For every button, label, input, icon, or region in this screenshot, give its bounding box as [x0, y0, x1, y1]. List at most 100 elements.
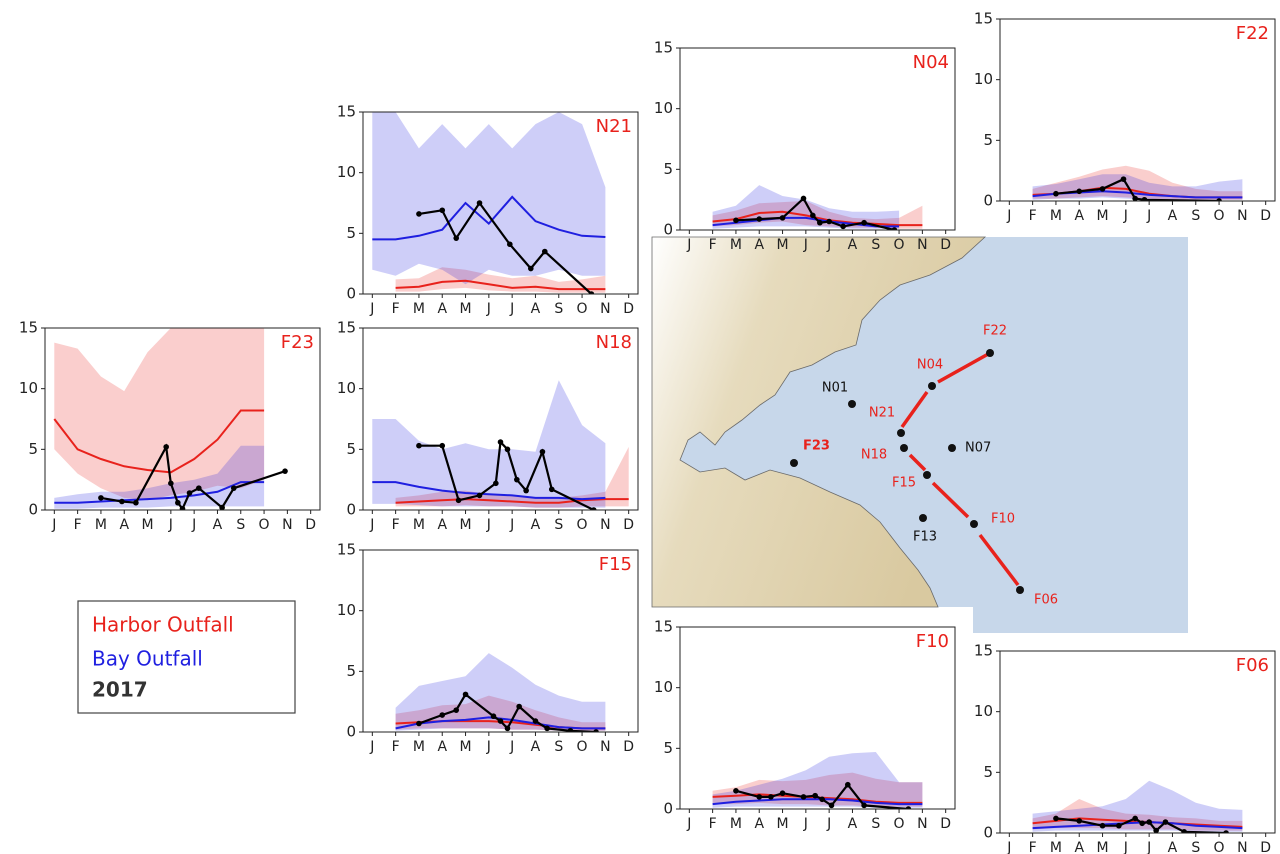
y-tick-label: 0 [346, 723, 356, 741]
y-tick-label: 0 [983, 824, 993, 842]
data-point [219, 504, 225, 510]
data-point [1139, 820, 1145, 827]
x-tick-label: F [392, 517, 400, 533]
data-point [1099, 822, 1106, 829]
data-point [544, 725, 550, 732]
x-tick-label: O [894, 237, 905, 253]
x-tick-label: M [730, 816, 742, 832]
y-tick-label: 0 [663, 221, 673, 239]
y-tick-label: 10 [974, 70, 993, 88]
x-tick-label: M [413, 301, 425, 317]
x-tick-label: O [894, 816, 905, 832]
legend-entry: Harbor Outfall [92, 613, 234, 637]
station-dot [848, 400, 856, 408]
y-tick-label: 10 [337, 163, 356, 181]
x-tick-label: M [459, 739, 471, 755]
data-point [133, 499, 139, 506]
data-point [175, 499, 181, 506]
station-label: F10 [991, 512, 1015, 527]
series-line [418, 439, 595, 510]
data-point [1099, 186, 1106, 192]
data-point [1223, 830, 1229, 833]
station-label: F13 [913, 530, 937, 545]
data-point [416, 211, 422, 217]
data-point [548, 486, 555, 493]
data-point [462, 691, 469, 698]
series-line [712, 210, 923, 227]
x-tick-label: A [1074, 208, 1084, 224]
x-tick-label: N [1237, 840, 1247, 854]
outfall-line [900, 351, 1020, 587]
band [712, 200, 923, 229]
series-line [712, 798, 923, 806]
data-point [828, 802, 835, 809]
y-tick-label: 10 [337, 601, 356, 619]
data-point [439, 442, 446, 449]
band [54, 328, 265, 501]
x-tick-label: J [1123, 208, 1128, 224]
y-tick-label: 5 [983, 763, 993, 781]
plot-content [372, 380, 629, 510]
plot-content [1032, 780, 1243, 833]
x-tick-label: J [51, 517, 56, 533]
data-point [1146, 819, 1152, 825]
station-dot [928, 382, 936, 390]
series-line [372, 481, 606, 501]
x-tick-label: A [1168, 840, 1178, 854]
data-point [800, 794, 807, 800]
y-tick-label: 0 [346, 501, 356, 519]
x-tick-label: F [392, 301, 400, 317]
series-line [395, 498, 629, 504]
data-point [1141, 196, 1148, 201]
data-point [1120, 176, 1127, 182]
plot-area [1000, 651, 1275, 833]
data-point [1053, 190, 1059, 197]
y-tick-label: 10 [654, 99, 673, 117]
x-tick-label: N [600, 301, 610, 317]
land [651, 236, 987, 608]
data-point [439, 207, 446, 214]
chart-title: F15 [599, 554, 632, 575]
plot-content [395, 653, 606, 732]
x-tick-label: A [437, 517, 447, 533]
outfall-segment [900, 390, 929, 429]
x-tick-label: J [686, 816, 691, 832]
x-tick-label: N [1237, 208, 1247, 224]
data-point [282, 468, 288, 474]
x-tick-label: A [1074, 840, 1084, 854]
y-tick-label: 5 [663, 739, 673, 757]
data-point [905, 806, 912, 809]
x-tick-label: D [623, 739, 634, 755]
data-point [490, 713, 497, 720]
x-tick-label: M [95, 517, 107, 533]
series-line [418, 201, 593, 294]
plot-content [712, 185, 923, 230]
data-point [527, 265, 534, 272]
band [712, 772, 923, 807]
x-tick-label: J [1146, 840, 1151, 854]
data-point [455, 497, 462, 504]
station-dot [923, 471, 931, 479]
station-label: F23 [803, 439, 830, 454]
x-tick-label: J [1006, 840, 1011, 854]
chart-title: N18 [596, 332, 632, 353]
plot-content [712, 752, 923, 809]
data-point [98, 495, 104, 501]
x-tick-label: J [1006, 208, 1011, 224]
plot-frame [362, 327, 639, 511]
x-tick-label: A [119, 517, 129, 533]
x-tick-label: J [803, 816, 808, 832]
plot-area [363, 550, 638, 732]
data-point [861, 802, 867, 809]
legend: Harbor Outfall Bay Outfall 2017 [77, 600, 296, 714]
x-tick-label: A [848, 237, 858, 253]
plot-frame [679, 626, 956, 810]
data-point [453, 707, 460, 713]
station-dot [948, 444, 956, 452]
x-tick-label: S [554, 517, 563, 533]
plot-content [372, 112, 606, 294]
y-tick-label: 15 [337, 319, 356, 337]
